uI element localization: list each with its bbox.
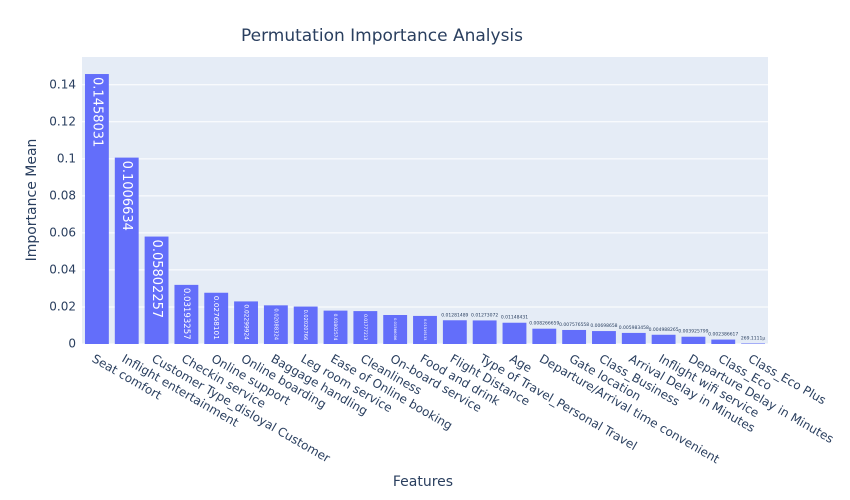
y-tick-label: 0.14 bbox=[49, 77, 76, 91]
bar bbox=[502, 322, 527, 344]
bar bbox=[293, 306, 318, 344]
value-label: 269.1111µ bbox=[741, 336, 765, 342]
bar bbox=[442, 320, 467, 344]
value-label: 0.01148431 bbox=[501, 315, 528, 321]
value-label: 0.02088324 bbox=[272, 308, 278, 340]
bar bbox=[651, 334, 676, 344]
value-label: 0.02020766 bbox=[302, 310, 308, 341]
value-label: 0.005983458 bbox=[619, 325, 649, 331]
y-tick-label: 0.12 bbox=[49, 114, 76, 128]
value-label: 0.00698658 bbox=[590, 323, 617, 329]
value-label: 0.02299924 bbox=[243, 304, 249, 340]
value-label: 0.03193257 bbox=[181, 288, 191, 340]
value-label: 0.003925799 bbox=[678, 329, 708, 335]
x-axis-title: Features bbox=[393, 474, 453, 490]
bar bbox=[234, 301, 258, 344]
bar bbox=[472, 320, 497, 344]
bar bbox=[532, 328, 557, 344]
value-label: 0.05802257 bbox=[149, 240, 164, 319]
value-label: 0.007576558 bbox=[559, 322, 589, 328]
bar bbox=[174, 284, 199, 344]
bar bbox=[323, 310, 348, 344]
value-label: 0.02768101 bbox=[212, 296, 221, 340]
bar bbox=[263, 305, 288, 344]
y-tick-label: 0.04 bbox=[49, 262, 76, 276]
bar bbox=[114, 157, 139, 344]
y-axis-title: Importance Mean bbox=[24, 139, 40, 262]
bar bbox=[353, 311, 378, 344]
bar bbox=[681, 336, 706, 344]
bar bbox=[383, 315, 408, 344]
bar bbox=[144, 236, 169, 344]
bar bbox=[413, 315, 437, 344]
value-label: 0.01777213 bbox=[362, 314, 368, 340]
value-label: 0.1458031 bbox=[89, 77, 104, 147]
value-label: 0.01802574 bbox=[332, 314, 338, 341]
y-tick-label: 0.06 bbox=[49, 225, 76, 239]
value-label: 0.01273072 bbox=[471, 312, 498, 318]
bar bbox=[84, 74, 109, 344]
chart-title: Permutation Importance Analysis bbox=[241, 26, 523, 46]
value-label: 0.004988265 bbox=[649, 327, 679, 333]
value-label: 0.008266659 bbox=[529, 321, 559, 327]
value-label: 0.002386617 bbox=[708, 332, 738, 338]
y-tick-label: 0.1 bbox=[57, 151, 76, 165]
bar bbox=[621, 332, 646, 344]
y-tick-label: 0.02 bbox=[49, 299, 76, 313]
y-tick-label: 0.08 bbox=[49, 188, 76, 202]
y-tick-label: 0 bbox=[68, 337, 76, 351]
value-label: 0.01566086 bbox=[393, 318, 397, 341]
bar bbox=[592, 331, 616, 344]
bar bbox=[711, 339, 736, 344]
bar bbox=[204, 292, 229, 344]
value-label: 0.01516133 bbox=[423, 319, 427, 340]
value-label: 0.01281489 bbox=[441, 312, 468, 318]
value-label: 0.1006634 bbox=[119, 161, 134, 231]
bar bbox=[562, 329, 587, 344]
